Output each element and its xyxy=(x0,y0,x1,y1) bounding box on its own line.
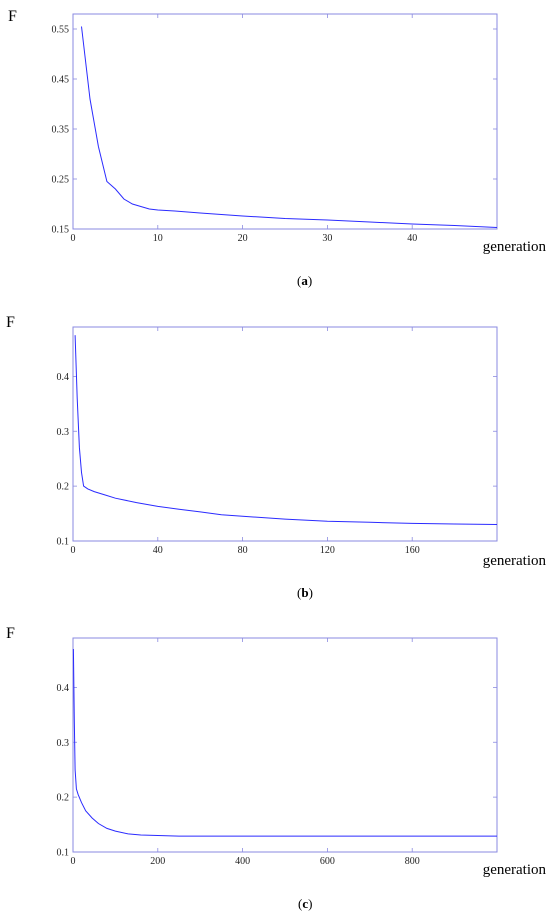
y-tick-label: 0.2 xyxy=(57,793,70,804)
y-tick-label: 0.4 xyxy=(57,683,70,694)
caption-b: (b) xyxy=(297,585,313,600)
y-tick-label: 0.55 xyxy=(52,25,70,36)
x-tick-label: 600 xyxy=(320,856,335,867)
y-tick-label: 0.15 xyxy=(52,225,70,236)
caption-a: (a) xyxy=(297,273,312,288)
y-axis-label: F xyxy=(8,8,17,25)
y-tick-label: 0.3 xyxy=(57,738,70,749)
x-tick-label: 80 xyxy=(238,545,248,556)
caption-letter: c xyxy=(302,896,308,911)
x-tick-label: 20 xyxy=(238,233,248,244)
caption-letter: a xyxy=(301,273,308,288)
x-tick-label: 800 xyxy=(405,856,420,867)
x-tick-label: 120 xyxy=(320,545,335,556)
series-line xyxy=(74,335,498,525)
y-tick-label: 0.35 xyxy=(52,125,70,136)
x-tick-label: 200 xyxy=(150,856,165,867)
y-tick-label: 0.25 xyxy=(52,175,70,186)
y-tick-label: 0.3 xyxy=(57,427,70,438)
y-tick-label: 0.2 xyxy=(57,482,70,493)
y-tick-label: 0.1 xyxy=(57,537,70,548)
caption-c: (c) xyxy=(298,896,312,911)
y-tick-label: 0.1 xyxy=(57,848,70,859)
plot-frame xyxy=(72,326,498,542)
x-tick-label: 30 xyxy=(322,233,332,244)
x-axis-label: generation xyxy=(483,553,547,569)
y-tick-label: 0.45 xyxy=(52,75,70,86)
series-line xyxy=(81,26,498,228)
x-tick-label: 0 xyxy=(71,233,76,244)
x-axis-label: generation xyxy=(483,239,547,255)
y-axis-label: F xyxy=(6,314,15,331)
chart-panel-c: F generation (c) 0 200 400 600 800 0.1 0.2 0.3 0… xyxy=(6,625,546,911)
x-tick-label: 40 xyxy=(407,233,417,244)
plot-frame xyxy=(72,637,498,853)
caption-letter: b xyxy=(301,585,308,600)
y-tick-label: 0.4 xyxy=(57,372,70,383)
y-axis-label: F xyxy=(6,625,15,642)
x-axis-label: generation xyxy=(483,862,547,878)
plot-frame xyxy=(72,13,498,230)
chart-panel-b: F generation (b) 0 40 80 120 160 0.1 0.2 0.3 0.4 xyxy=(6,314,546,600)
x-tick-label: 10 xyxy=(153,233,163,244)
x-tick-label: 400 xyxy=(235,856,250,867)
chart-panel-a: F generation (a) 0 10 20 30 40 0.15 0.25 0.35 0.… xyxy=(8,8,546,288)
series-line xyxy=(72,648,497,837)
x-tick-label: 0 xyxy=(71,856,76,867)
x-tick-label: 0 xyxy=(71,545,76,556)
x-tick-label: 40 xyxy=(153,545,163,556)
x-tick-label: 160 xyxy=(405,545,420,556)
